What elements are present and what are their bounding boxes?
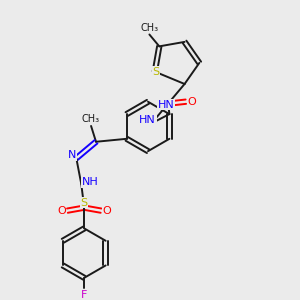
- Text: F: F: [81, 290, 87, 300]
- Text: O: O: [57, 206, 66, 216]
- Text: N: N: [68, 150, 76, 160]
- Text: HN: HN: [158, 100, 174, 110]
- Text: S: S: [81, 198, 88, 208]
- Text: HN: HN: [139, 116, 156, 125]
- Text: O: O: [103, 206, 111, 216]
- Text: O: O: [188, 97, 196, 107]
- Text: CH₃: CH₃: [140, 22, 158, 33]
- Text: S: S: [152, 67, 159, 76]
- Text: CH₃: CH₃: [81, 114, 99, 124]
- Text: NH: NH: [82, 177, 98, 187]
